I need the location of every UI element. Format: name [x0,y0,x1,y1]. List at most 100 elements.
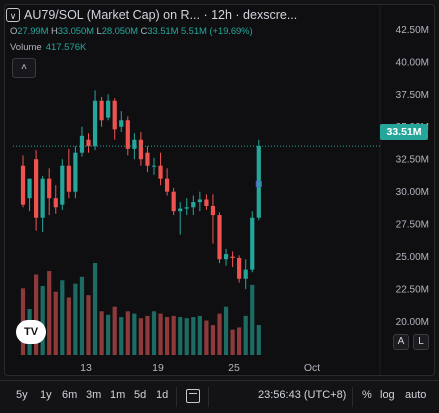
toolbar-divider [176,387,177,407]
candle-body [204,199,209,206]
volume-bar [86,295,91,355]
price-axis-tick: 27.50M [396,220,429,231]
candle-body [40,178,45,218]
volume-bar [184,318,189,355]
candle-body [99,100,104,121]
candle-body [79,135,85,153]
low-value: 28.050M [101,26,138,37]
candle-body [73,152,78,192]
candle-body [27,178,32,199]
price-axis-tick: 37.50M [396,90,429,101]
timeframe-1y[interactable]: 1y [40,389,52,401]
toolbar-divider [352,387,353,407]
candle-body [171,191,176,212]
close-value: 33.51M [147,26,179,37]
crosshair-marker [255,180,262,187]
candle-body [184,207,189,209]
volume-bar [250,284,255,355]
timeframe-1m[interactable]: 1m [110,389,126,401]
candle-body [178,208,183,212]
candle-body [125,120,130,149]
candle-body [158,165,163,179]
volume-bar [243,315,248,355]
change-value: 5.51M (+19.69%) [180,26,253,37]
auto-toggle[interactable]: auto [405,389,427,401]
volume-bar [256,325,261,355]
candle-body [223,254,229,260]
price-axis-tick: 30.00M [396,187,429,198]
clock-readout[interactable]: 23:56:43 (UTC+8) [258,389,347,401]
volume-bar [230,329,235,355]
candle-body [112,100,117,130]
close-label: C [140,26,148,37]
volume-bar [119,317,124,355]
volume-bar [132,313,137,355]
volume-bar [47,271,52,355]
timeframe-1d[interactable]: 1d [156,389,169,401]
volume-bar [237,327,242,355]
time-axis-tick: 25 [228,362,240,374]
volume-bar [34,274,39,355]
candle-body [210,205,216,216]
percent-toggle[interactable]: % [362,389,372,401]
volume-bar [210,325,216,355]
chart-pane[interactable]: 42.50M40.00M37.50M35.00M32.50M30.00M27.5… [4,4,435,376]
timeframe-6m[interactable]: 6m [62,389,78,401]
log-scale-button[interactable]: L [413,334,429,350]
timeframe-3m[interactable]: 3m [86,389,102,401]
price-axis-tick: 22.50M [396,285,429,296]
volume-bar [125,311,130,355]
candlestick-chart[interactable]: 42.50M40.00M37.50M35.00M32.50M30.00M27.5… [5,5,434,375]
volume-bar [158,313,163,355]
bottom-toolbar: 5y 1y 6m 3m 1m 5d 1d 23:56:43 (UTC+8) % … [0,380,439,413]
high-value: 33.050M [57,26,94,37]
chevron-down-icon[interactable]: ∨ [6,8,20,22]
candle-body [197,199,202,203]
candle-body [151,165,157,167]
volume-bar [138,318,143,355]
volume-bar [165,317,170,355]
candle-body [230,256,235,258]
timeframe-5y[interactable]: 5y [16,389,28,401]
volume-label: Volume [10,42,42,53]
price-axis-tick: 40.00M [396,57,429,68]
price-axis-tick: 42.50M [396,25,429,36]
candle-body [145,152,150,166]
candle-body [47,178,52,199]
open-value: 27.99M [17,26,49,37]
volume-bar [223,306,229,355]
ohlc-values: O27.99M H33.050M L28.050M C33.51M 5.51M … [10,26,253,37]
candle-body [60,165,65,205]
candle-body [119,120,124,127]
candle-body [217,215,222,260]
time-axis-tick: Oct [304,362,320,374]
auto-scale-button[interactable]: A [393,334,409,350]
candle-body [66,165,71,192]
candle-body [165,178,170,192]
symbol-title[interactable]: AU79/SOL (Market Cap) on R... · 12h · de… [24,8,298,22]
volume-bar [191,317,196,355]
candle-body [20,165,26,205]
candle-body [250,217,255,270]
volume-bar [151,311,157,355]
volume-legend: Volume 417.576K [10,42,86,53]
toolbar-divider [208,387,209,407]
caret-up-icon[interactable]: ˄ [12,58,36,78]
tradingview-logo-icon[interactable]: TV [16,320,46,344]
time-axis-tick: 13 [80,362,92,374]
low-label: L [96,26,102,37]
volume-bar [204,320,209,355]
candle-body [86,139,91,147]
candle-body [237,257,242,279]
legend-title-row: ∨ AU79/SOL (Market Cap) on R... · 12h · … [6,6,326,24]
price-axis-tick: 20.00M [396,317,429,328]
volume-bar [178,317,183,355]
volume-bar [66,297,71,355]
time-axis-tick: 19 [152,362,164,374]
calendar-icon[interactable] [186,389,200,403]
volume-value: 417.576K [45,42,87,53]
timeframe-5d[interactable]: 5d [134,389,147,401]
volume-bar [73,283,78,355]
log-toggle[interactable]: log [380,389,395,401]
